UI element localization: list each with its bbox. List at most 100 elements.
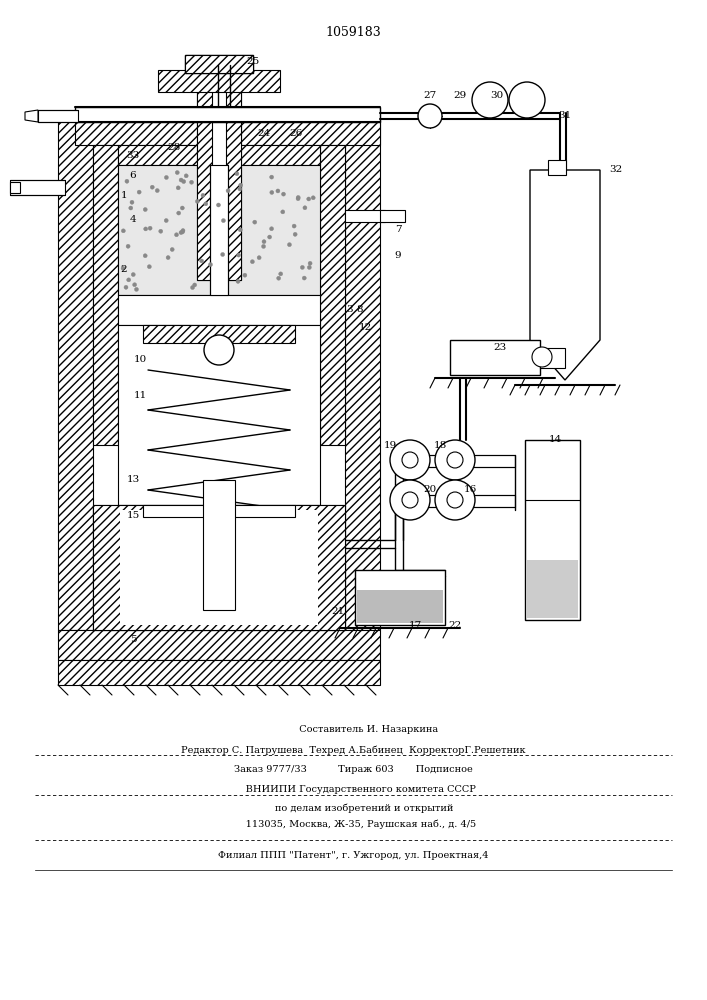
Circle shape xyxy=(147,265,151,269)
Bar xyxy=(118,165,320,295)
Bar xyxy=(380,210,405,222)
Polygon shape xyxy=(25,110,38,122)
Circle shape xyxy=(180,206,185,210)
Text: 11: 11 xyxy=(134,390,146,399)
Circle shape xyxy=(127,278,131,282)
Circle shape xyxy=(252,220,257,224)
Bar xyxy=(395,455,515,467)
Bar xyxy=(120,510,318,625)
Bar xyxy=(355,570,445,625)
Text: 27: 27 xyxy=(423,91,437,100)
Circle shape xyxy=(204,335,234,365)
Circle shape xyxy=(238,187,242,191)
Bar xyxy=(197,80,241,280)
Circle shape xyxy=(267,235,271,239)
Bar xyxy=(10,182,20,193)
Circle shape xyxy=(129,206,133,210)
Circle shape xyxy=(151,185,154,189)
Circle shape xyxy=(134,287,139,291)
Circle shape xyxy=(237,253,240,257)
Circle shape xyxy=(235,172,239,176)
Bar xyxy=(158,70,280,92)
Circle shape xyxy=(166,256,170,260)
Circle shape xyxy=(402,452,418,468)
Circle shape xyxy=(509,82,545,118)
Bar xyxy=(75,107,380,122)
Circle shape xyxy=(221,252,225,256)
Circle shape xyxy=(269,175,274,179)
Text: 18: 18 xyxy=(433,440,447,450)
Text: 14: 14 xyxy=(549,436,561,444)
Text: по делам изобретений и открытий: по делам изобретений и открытий xyxy=(253,803,453,813)
Circle shape xyxy=(270,190,274,194)
Bar xyxy=(548,160,566,175)
Bar xyxy=(540,348,565,368)
Bar xyxy=(118,325,320,505)
Circle shape xyxy=(165,175,168,179)
Circle shape xyxy=(269,227,274,231)
Text: 15: 15 xyxy=(127,510,139,520)
Circle shape xyxy=(175,171,180,175)
Bar xyxy=(197,80,212,280)
Text: 33: 33 xyxy=(127,150,139,159)
Bar xyxy=(143,325,295,343)
Polygon shape xyxy=(530,170,600,380)
Text: 3 8: 3 8 xyxy=(346,306,363,314)
Text: 9: 9 xyxy=(395,250,402,259)
Text: 21: 21 xyxy=(332,607,344,616)
Bar xyxy=(345,120,380,630)
Text: 28: 28 xyxy=(168,143,180,152)
Circle shape xyxy=(191,286,194,290)
Text: 20: 20 xyxy=(423,486,437,494)
Circle shape xyxy=(257,256,261,260)
Circle shape xyxy=(124,285,128,289)
Text: 2: 2 xyxy=(121,265,127,274)
Circle shape xyxy=(221,219,226,223)
Circle shape xyxy=(307,197,310,201)
Text: Филиал ППП "Патент", г. Ужгород, ул. Проектная,4: Филиал ППП "Патент", г. Ужгород, ул. Про… xyxy=(218,850,489,859)
Bar xyxy=(58,630,380,660)
Bar xyxy=(10,180,65,195)
Text: Заказ 9777/33          Тираж 603       Подписное: Заказ 9777/33 Тираж 603 Подписное xyxy=(233,766,472,774)
Circle shape xyxy=(122,229,125,233)
Circle shape xyxy=(250,260,255,264)
Bar xyxy=(93,145,118,445)
Text: 30: 30 xyxy=(491,91,503,100)
Circle shape xyxy=(156,189,159,193)
Circle shape xyxy=(181,229,185,233)
Circle shape xyxy=(472,82,508,118)
Circle shape xyxy=(293,232,297,236)
Text: 17: 17 xyxy=(409,620,421,630)
Bar xyxy=(58,120,93,630)
Text: 7: 7 xyxy=(395,226,402,234)
Circle shape xyxy=(226,189,230,193)
Text: 4: 4 xyxy=(129,216,136,225)
Circle shape xyxy=(133,283,136,287)
Text: 22: 22 xyxy=(448,620,462,630)
Text: 25: 25 xyxy=(246,57,259,66)
Circle shape xyxy=(193,283,197,287)
Text: 1059183: 1059183 xyxy=(325,25,381,38)
Text: 12: 12 xyxy=(358,322,372,332)
Bar xyxy=(203,480,235,610)
Text: 31: 31 xyxy=(559,110,572,119)
Circle shape xyxy=(148,226,152,230)
Circle shape xyxy=(175,233,178,237)
Bar xyxy=(226,80,241,280)
Circle shape xyxy=(130,200,134,204)
Circle shape xyxy=(195,199,199,203)
Text: 23: 23 xyxy=(493,344,507,353)
Circle shape xyxy=(281,210,285,214)
Circle shape xyxy=(402,492,418,508)
Circle shape xyxy=(144,254,147,258)
Bar xyxy=(58,660,380,685)
Circle shape xyxy=(276,276,281,280)
Circle shape xyxy=(276,189,280,193)
Text: Составитель И. Назаркина: Составитель И. Назаркина xyxy=(268,726,438,734)
Circle shape xyxy=(164,219,168,223)
Circle shape xyxy=(390,440,430,480)
Circle shape xyxy=(199,259,204,263)
Circle shape xyxy=(281,192,286,196)
Circle shape xyxy=(532,347,552,367)
Bar xyxy=(527,560,578,618)
